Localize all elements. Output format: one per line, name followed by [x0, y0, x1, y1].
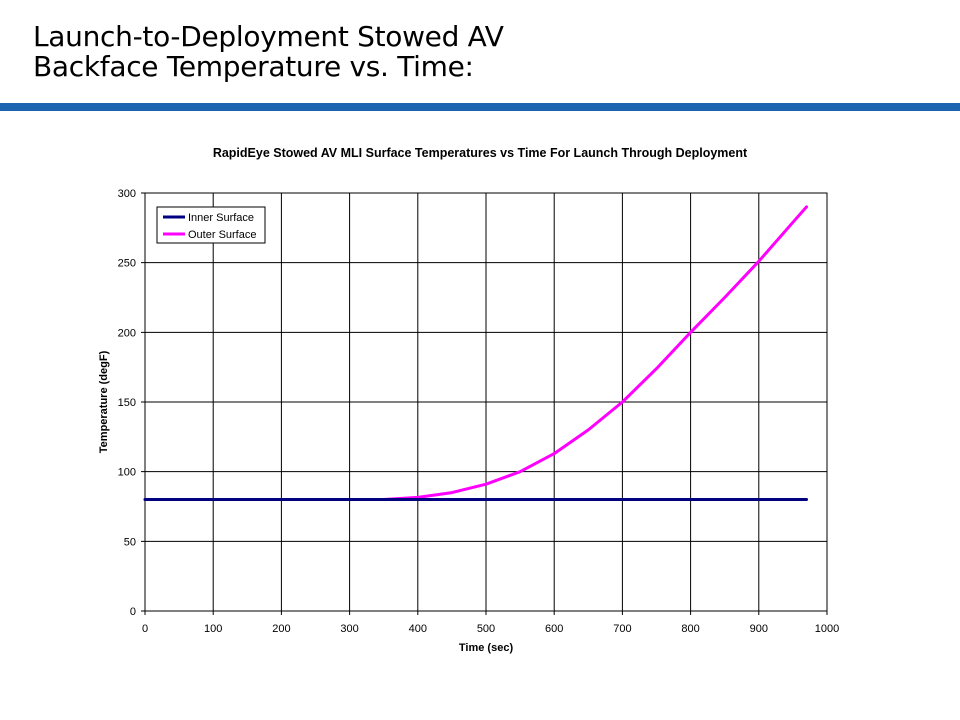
title-divider-bar	[0, 103, 960, 111]
x-axis-label: Time (sec)	[459, 642, 514, 654]
y-axis-label: Temperature (degF)	[98, 350, 110, 453]
x-tick-label: 500	[477, 623, 495, 635]
legend-label-inner-surface: Inner Surface	[188, 212, 254, 224]
x-tick-label: 900	[750, 623, 768, 635]
y-tick-label: 200	[118, 327, 136, 339]
x-tick-label: 100	[204, 623, 222, 635]
y-tick-label: 50	[124, 536, 136, 548]
chart-title: RapidEye Stowed AV MLI Surface Temperatu…	[213, 146, 748, 160]
y-tick-label: 300	[118, 188, 136, 200]
axis-ticks: 0 100 200 300 400 500 600 700 800 900 1000 0 50 100 15…	[118, 188, 840, 635]
slide-title-line-2: Backface Temperature vs. Time:	[33, 50, 474, 83]
x-tick-label: 400	[409, 623, 427, 635]
chart-legend: Inner Surface Outer Surface	[156, 206, 266, 244]
y-tick-label: 150	[118, 397, 136, 409]
legend-box	[156, 206, 266, 244]
chart-series	[143, 205, 808, 501]
y-tick-label: 0	[130, 606, 136, 618]
y-tick-label: 250	[118, 258, 136, 270]
series-line-outer-surface	[143, 205, 808, 501]
x-tick-label: 0	[142, 623, 148, 635]
x-tick-label: 300	[340, 623, 358, 635]
x-tick-label: 800	[681, 623, 699, 635]
chart-grid	[141, 192, 828, 615]
slide-title-line-1: Launch-to-Deployment Stowed AV	[33, 20, 504, 53]
legend-label-outer-surface: Outer Surface	[188, 229, 256, 241]
slide-title: Launch-to-Deployment Stowed AV Backface …	[33, 22, 504, 82]
x-tick-label: 600	[545, 623, 563, 635]
x-tick-label: 1000	[815, 623, 839, 635]
x-tick-label: 700	[613, 623, 631, 635]
y-tick-label: 100	[118, 467, 136, 479]
x-tick-label: 200	[272, 623, 290, 635]
